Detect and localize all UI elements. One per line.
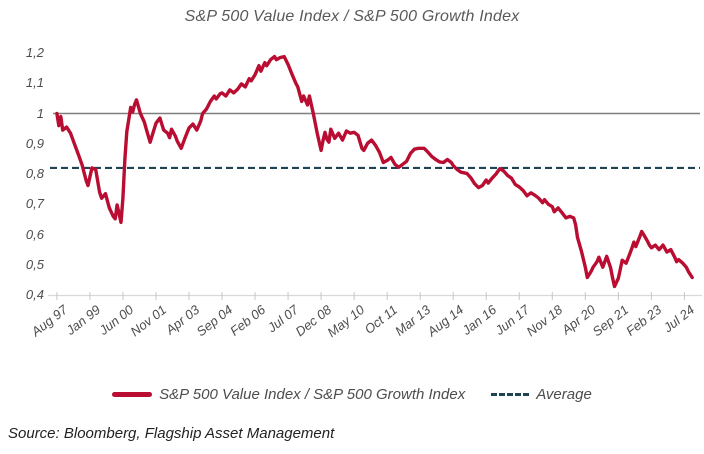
legend-series-label: S&P 500 Value Index / S&P 500 Growth Ind…	[159, 386, 466, 403]
legend-item-series: S&P 500 Value Index / S&P 500 Growth Ind…	[112, 386, 465, 403]
y-axis-tick-label: 0,6	[25, 226, 44, 242]
average-line-swatch	[491, 393, 530, 396]
y-axis-tick-label: 1,1	[25, 75, 44, 91]
series-line-swatch	[112, 392, 153, 397]
y-axis-tick-label: 1,2	[25, 45, 44, 60]
y-axis-tick-label: 1	[36, 105, 44, 121]
y-axis-tick-label: 0,9	[25, 135, 44, 151]
y-axis-tick-label: 0,5	[25, 256, 44, 272]
y-axis-tick-label: 0,4	[25, 287, 44, 302]
chart-title: S&P 500 Value Index / S&P 500 Growth Ind…	[184, 8, 520, 25]
legend-item-average: Average	[491, 386, 592, 403]
legend-average-label: Average	[536, 386, 592, 403]
chart-legend: S&P 500 Value Index / S&P 500 Growth Ind…	[0, 386, 704, 403]
series-line	[55, 54, 694, 289]
y-axis-tick-label: 0,7	[25, 196, 44, 212]
source-note: Source: Bloomberg, Flagship Asset Manage…	[8, 425, 335, 442]
y-axis-tick-label: 0,8	[25, 166, 44, 181]
